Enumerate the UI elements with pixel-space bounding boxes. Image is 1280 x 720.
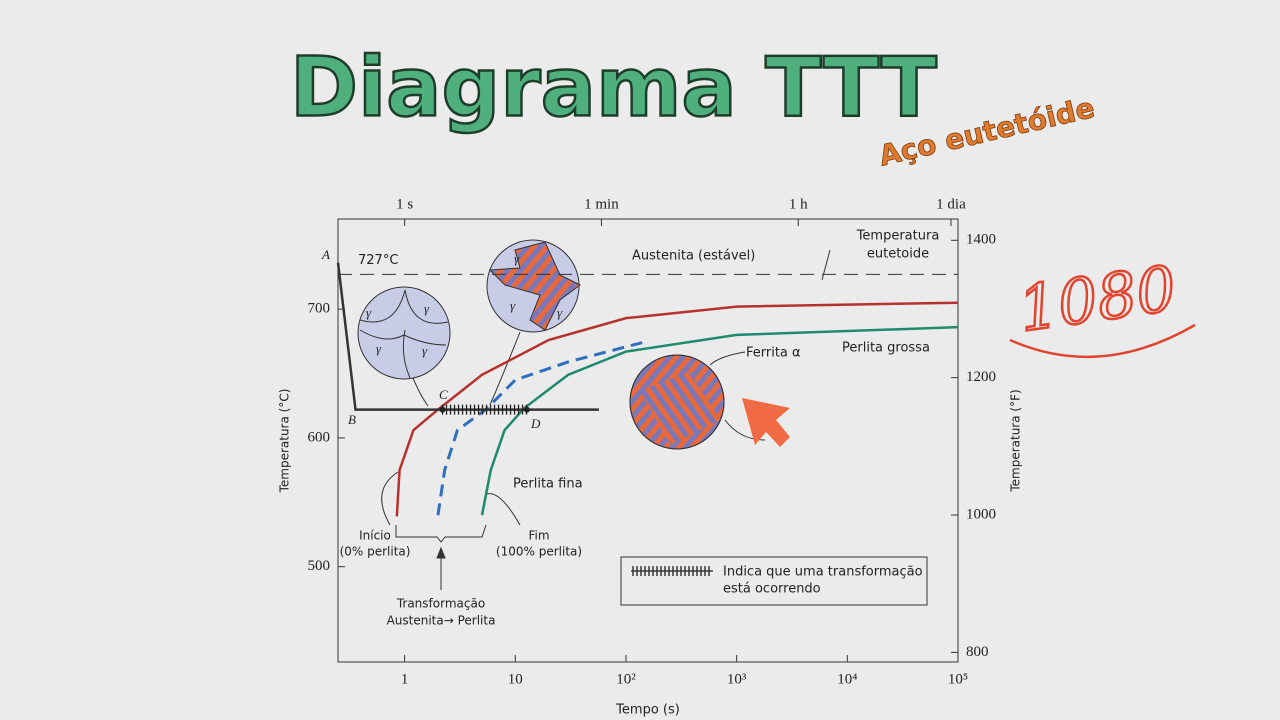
annotation: Perlita fina [513,477,583,492]
transformation-hatch [439,404,530,415]
phase-label: γ [422,343,428,358]
y-tick-label: 500 [308,558,331,574]
x2-tick-label: 1 dia [936,196,966,212]
y-axis-label: Temperatura (°C) [278,389,292,494]
x2-tick-label: 1 min [584,196,619,212]
point-label: D [530,416,541,431]
point-label: B [348,412,356,427]
point-label: C [439,387,448,402]
y2-tick-label: 1000 [966,506,996,522]
x-tick-label: 10⁵ [948,671,968,687]
microstructure-austenite [357,286,451,380]
handwriting-underline [1009,323,1196,359]
curve [336,262,599,411]
annotation: Fim [528,529,549,543]
legend-box [620,556,928,606]
legend-text: Indica que uma transformação [723,565,923,580]
x-tick-label: 10³ [727,671,747,687]
annotation: Transformação [396,597,485,611]
annotation: Temperatura [856,229,940,244]
x-tick-label: 10⁴ [837,671,857,687]
microstructure-nucleation [486,239,581,333]
annotation: Perlita grossa [842,341,930,356]
x-tick-label: 1 [401,671,409,687]
phase-label: γ [510,298,516,313]
phase-label: γ [557,305,563,320]
x-tick-label: 10 [508,671,523,687]
y-tick-label: 600 [308,429,331,445]
y2-tick-label: 1200 [966,369,996,385]
annotation: Início [359,529,391,543]
pointer [742,398,790,447]
hatch-end [439,406,446,413]
leader-lines [381,249,831,590]
handwriting: 1080 [1014,252,1180,346]
legend-text: está ocorrendo [723,582,821,597]
x-axis-label: Tempo (s) [615,703,680,718]
annotation: Ferrita α [746,346,801,361]
x2-tick-label: 1 s [396,196,413,212]
curve [480,325,959,516]
annotation: Austenita (estável) [632,249,755,264]
phase-label: γ [376,341,382,356]
point-label: A [321,247,330,262]
plot-frame [337,218,959,663]
annotation: (100% perlita) [496,545,582,559]
phase-label: γ [424,301,430,316]
annotation: eutetoide [867,247,929,262]
annotation: (0% perlita) [340,545,411,559]
curve [395,301,959,517]
y2-tick-label: 1400 [966,232,996,248]
eutectoid-label: 727°C [358,253,398,268]
annotation: Austenita→ Perlita [387,614,496,628]
y-tick-label: 700 [308,301,331,317]
hatch-end [523,406,530,413]
x2-tick-label: 1 h [789,196,808,212]
slide-title: Diagrama TTT [290,40,937,135]
y2-axis-label: Temperatura (°F) [1009,389,1023,492]
phase-label: γ [366,305,372,320]
phase-label: γ [514,251,520,266]
legend-hatch [631,566,713,576]
microstructure-pearlite [629,354,725,450]
y2-tick-label: 800 [966,644,989,660]
x-tick-label: 10² [616,671,636,687]
